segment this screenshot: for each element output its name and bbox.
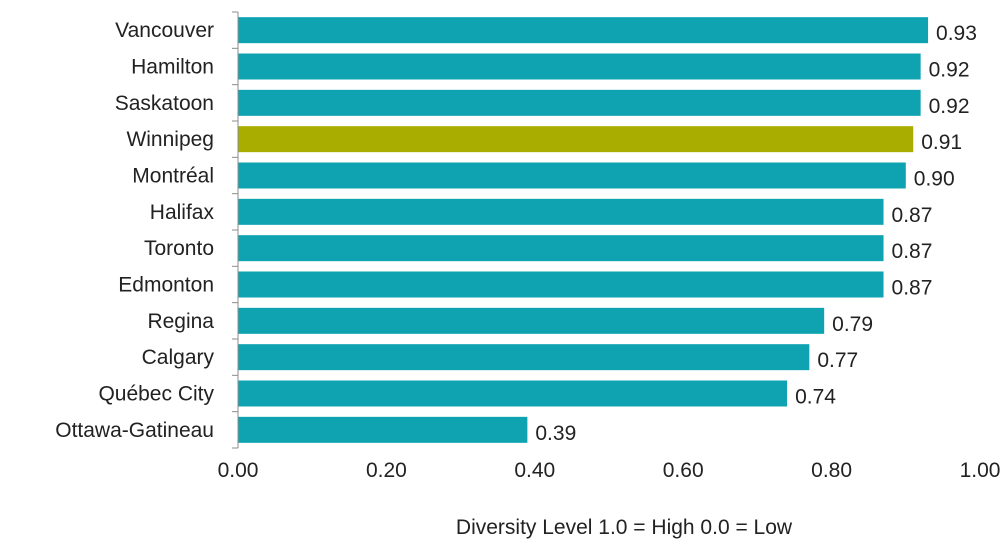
category-label-winnipeg: Winnipeg [126,128,214,151]
x-tick-label-3: 0.60 [663,459,704,482]
bar-ottawa-gatineau [238,416,528,443]
bar-halifax [238,198,884,225]
category-label-quebec-city: Québec City [98,383,214,406]
value-label-edmonton: 0.87 [892,277,933,300]
bar-winnipeg [238,126,914,153]
bar-hamilton [238,53,921,80]
value-label-saskatoon: 0.92 [929,95,970,118]
bar-montreal [238,162,906,189]
category-label-ottawa-gatineau: Ottawa-Gatineau [55,419,214,442]
value-label-regina: 0.79 [832,313,873,336]
category-label-saskatoon: Saskatoon [115,92,214,115]
category-label-edmonton: Edmonton [118,274,214,297]
bar-calgary [238,344,810,371]
value-label-ottawa-gatineau: 0.39 [535,422,576,445]
bar-saskatoon [238,89,921,116]
category-label-montreal: Montréal [132,165,214,188]
axis-layer: 0.00 0.20 0.40 0.60 0.80 1.00 [218,11,1001,482]
bar-vancouver [238,17,929,44]
x-tick-label-2: 0.40 [514,459,555,482]
category-label-hamilton: Hamilton [131,56,214,79]
value-label-hamilton: 0.92 [929,59,970,82]
value-label-winnipeg: 0.91 [921,131,962,154]
category-label-halifax: Halifax [150,201,215,224]
bar-edmonton [238,271,884,298]
bar-toronto [238,235,884,262]
value-label-calgary: 0.77 [817,349,858,372]
category-label-vancouver: Vancouver [115,19,214,42]
bar-quebec-city [238,380,788,407]
value-label-quebec-city: 0.74 [795,386,836,409]
value-label-halifax: 0.87 [892,204,933,227]
labels-layer: Vancouver 0.93 Hamilton 0.92 Saskatoon 0.92 Wi… [55,19,977,445]
value-label-montreal: 0.90 [914,168,955,191]
bar-regina [238,307,825,334]
value-label-vancouver: 0.93 [936,22,977,45]
category-label-regina: Regina [147,310,214,333]
bars-layer [238,17,929,443]
category-label-toronto: Toronto [144,237,214,260]
x-tick-label-0: 0.00 [218,459,259,482]
x-tick-label-1: 0.20 [366,459,407,482]
x-tick-label-4: 0.80 [811,459,852,482]
x-axis-title: Diversity Level 1.0 = High 0.0 = Low [456,516,793,539]
category-label-calgary: Calgary [142,346,215,369]
value-label-toronto: 0.87 [892,240,933,263]
x-tick-label-5: 1.00 [960,459,1001,482]
